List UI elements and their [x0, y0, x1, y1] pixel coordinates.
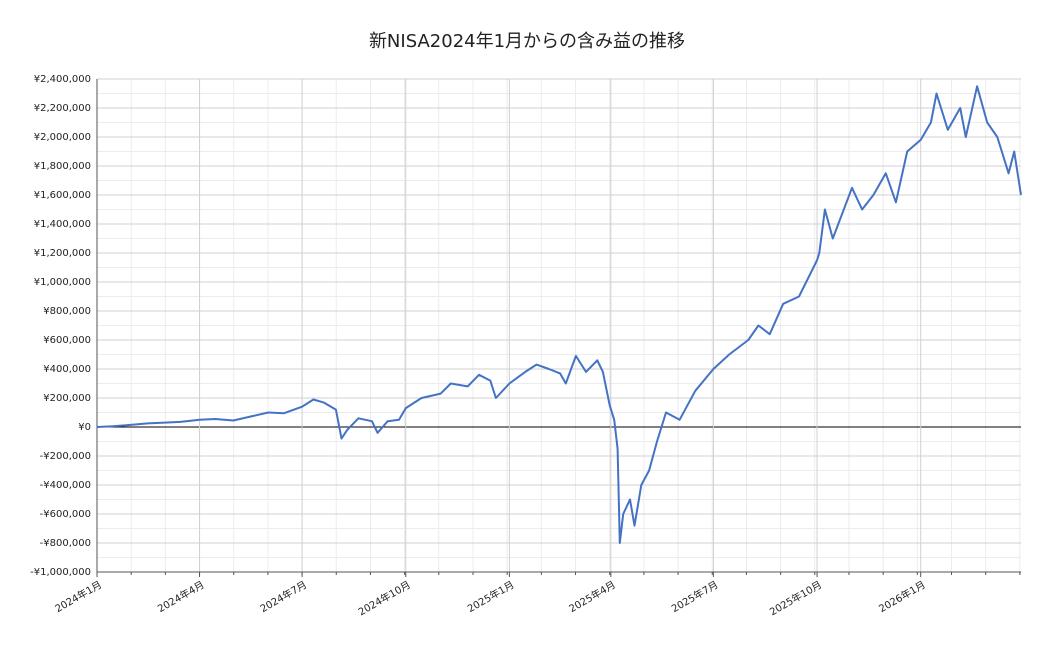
- y-tick-label: ¥1,200,000: [34, 248, 91, 259]
- y-tick-label: ¥2,400,000: [34, 74, 91, 85]
- y-tick-label: ¥0: [78, 422, 91, 433]
- y-tick-label: -¥1,000,000: [30, 567, 91, 578]
- y-tick-label: -¥800,000: [40, 538, 91, 549]
- y-tick-label: ¥200,000: [43, 393, 91, 404]
- y-tick-label: ¥600,000: [43, 335, 91, 346]
- y-tick-label: ¥1,000,000: [34, 277, 91, 288]
- y-tick-label: -¥600,000: [40, 509, 91, 520]
- chart-title: 新NISA2024年1月からの含み益の推移: [369, 31, 685, 52]
- y-tick-label: ¥400,000: [43, 364, 91, 375]
- y-tick-label: ¥1,800,000: [34, 161, 91, 172]
- y-tick-label: ¥2,200,000: [34, 103, 91, 114]
- y-tick-label: ¥1,400,000: [34, 219, 91, 230]
- y-tick-label: ¥2,000,000: [34, 132, 91, 143]
- y-tick-label: -¥200,000: [40, 451, 91, 462]
- y-tick-label: ¥1,600,000: [34, 190, 91, 201]
- y-tick-label: -¥400,000: [40, 480, 91, 491]
- data-line: [96, 85, 1022, 544]
- y-tick-label: ¥800,000: [43, 306, 91, 317]
